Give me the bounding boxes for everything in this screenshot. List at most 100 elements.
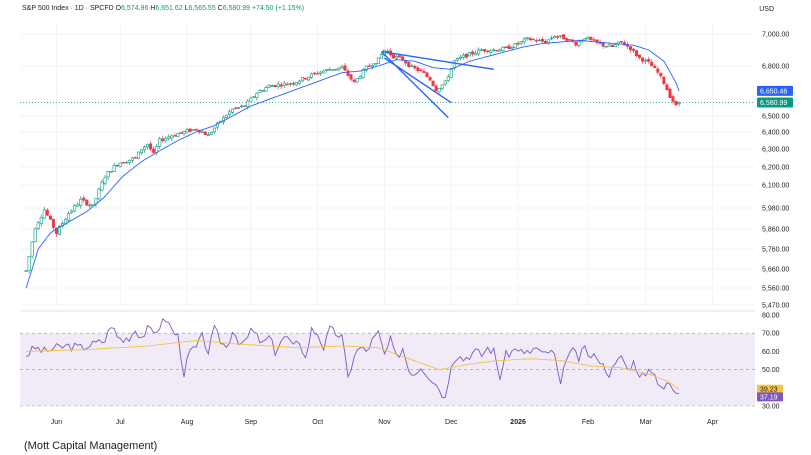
- candle-body: [428, 76, 432, 81]
- candle-body: [635, 50, 639, 57]
- candle-body: [604, 45, 608, 48]
- candle-body: [337, 67, 341, 70]
- candle-body: [325, 69, 329, 71]
- candle-body: [264, 87, 268, 92]
- candle-body: [471, 51, 475, 55]
- candle-body: [346, 70, 350, 76]
- candle-body: [638, 54, 642, 58]
- candle-body: [234, 107, 238, 110]
- change-value: +74.50 (+1.15%): [251, 5, 305, 12]
- candle-body: [443, 80, 447, 85]
- rsi-axis-label: 30.00: [762, 404, 780, 411]
- low-value: 6,565.55: [188, 5, 216, 12]
- price-axis-label: 6,200.00: [762, 165, 789, 172]
- candle-body: [595, 39, 599, 43]
- candle-body: [149, 143, 153, 150]
- date-axis-label: Mar: [640, 419, 653, 426]
- candle-body: [589, 36, 593, 40]
- candle-body: [489, 50, 493, 53]
- price-axis-label: 5,560.00: [762, 286, 789, 293]
- rsi-value-tag: [757, 392, 783, 402]
- candle-body: [477, 49, 481, 55]
- rsi-ma-value-label: 39.23: [760, 387, 778, 394]
- candle-body: [112, 164, 116, 172]
- candle-body: [486, 50, 490, 53]
- rsi-value-label: 37.19: [760, 394, 778, 401]
- candle-body: [133, 157, 137, 159]
- candle-body: [668, 88, 672, 98]
- price-axis-label: 5,660.00: [762, 267, 789, 274]
- candle-body: [364, 65, 368, 71]
- candle-body: [392, 54, 396, 59]
- candle-body: [404, 60, 408, 64]
- candle-body: [209, 132, 213, 135]
- candle-body: [124, 162, 128, 164]
- candle-body: [540, 39, 544, 42]
- candle-body: [677, 102, 681, 104]
- candle-body: [258, 90, 262, 93]
- candle-body: [358, 76, 362, 80]
- candle-body: [27, 256, 31, 272]
- candle-body: [303, 77, 307, 80]
- candle-body: [76, 204, 80, 207]
- candle-body: [628, 46, 632, 51]
- rsi-ma-line: [26, 340, 680, 390]
- candle-body: [179, 132, 183, 134]
- candle-body: [361, 69, 365, 79]
- date-axis-label: Apr: [707, 419, 719, 426]
- candle-body: [546, 39, 550, 43]
- candle-body: [249, 97, 253, 102]
- candle-body: [671, 96, 675, 102]
- candle-body: [307, 76, 311, 81]
- candle-body: [562, 34, 566, 40]
- candle-body: [464, 53, 468, 58]
- candle-body: [158, 138, 162, 147]
- candle-body: [413, 65, 417, 69]
- rsi-axis-label: 70.00: [762, 331, 780, 338]
- candle-body: [67, 213, 71, 221]
- candle-body: [644, 59, 648, 62]
- rsi-axis-label: 60.00: [762, 349, 780, 356]
- candle-body: [577, 41, 581, 47]
- candle-body: [173, 135, 177, 137]
- candle-body: [349, 74, 353, 80]
- candle-body: [240, 105, 244, 108]
- candle-body: [225, 115, 229, 119]
- candle-body: [294, 82, 298, 86]
- candle-body: [446, 76, 450, 81]
- date-axis-label: Jul: [116, 419, 125, 426]
- candle-body: [246, 100, 250, 108]
- candle-body: [516, 42, 520, 45]
- candle-body: [352, 79, 356, 82]
- candle-body: [182, 131, 186, 134]
- candle-body: [522, 38, 526, 43]
- candle-body: [622, 42, 626, 46]
- candle-body: [379, 54, 383, 59]
- candle-body: [228, 111, 232, 116]
- candle-body: [483, 49, 487, 52]
- candle-body: [653, 65, 657, 69]
- candle-body: [474, 52, 478, 56]
- candle-body: [243, 105, 247, 107]
- candle-body: [480, 49, 484, 51]
- candle-body: [106, 171, 110, 178]
- price-axis-label: 7,000.00: [762, 32, 789, 39]
- candle-body: [334, 68, 338, 71]
- moving-average-line: [25, 39, 680, 289]
- candle-body: [109, 171, 113, 173]
- candle-body: [231, 108, 235, 113]
- candle-body: [650, 61, 654, 67]
- candle-body: [136, 151, 140, 159]
- candle-body: [534, 40, 538, 42]
- candle-body: [176, 133, 180, 137]
- candle-body: [395, 56, 399, 59]
- price-axis-label: 6,100.00: [762, 183, 789, 190]
- candle-body: [607, 44, 611, 47]
- chart-canvas[interactable]: 7,000.00 6,800.00 6,500.00 6,400.00 6,300.00…: [0, 0, 811, 440]
- candle-body: [51, 218, 55, 228]
- last-price-label: 6,580.99: [760, 100, 787, 107]
- last-price-tag: [757, 97, 793, 108]
- candle-body: [659, 72, 663, 77]
- candle-body: [88, 204, 92, 207]
- candle-body: [221, 116, 225, 123]
